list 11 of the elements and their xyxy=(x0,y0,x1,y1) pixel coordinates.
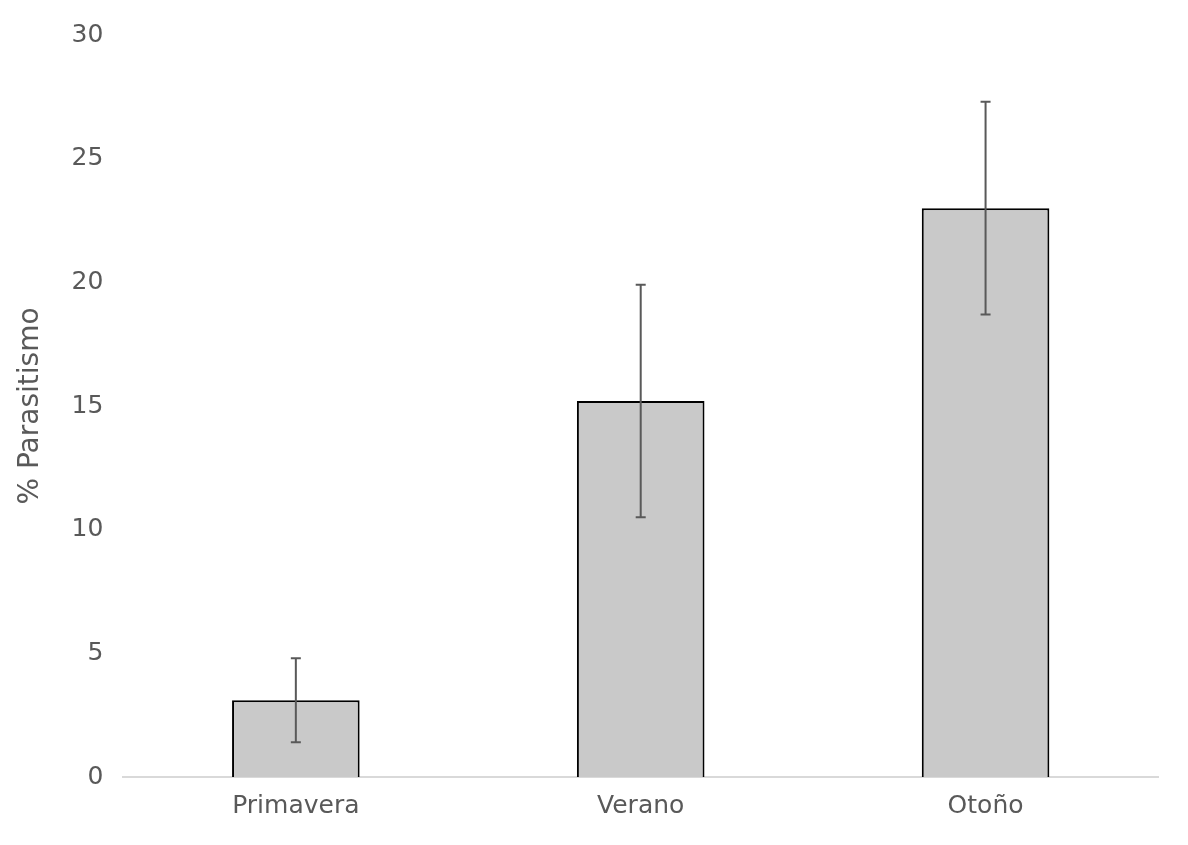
y-tick-label: 25 xyxy=(71,142,104,172)
x-tick-label: Primavera xyxy=(232,789,360,819)
y-tick-label: 0 xyxy=(87,760,104,790)
y-tick-label: 20 xyxy=(71,265,104,295)
y-tick-label: 5 xyxy=(87,636,104,666)
y-axis-title: % Parasitismo xyxy=(12,307,46,505)
x-tick-label: Verano xyxy=(597,789,685,819)
y-tick-label: 30 xyxy=(71,18,104,48)
x-tick-label: Otoño xyxy=(947,789,1024,819)
y-tick-label: 10 xyxy=(71,513,104,543)
y-tick-label: 15 xyxy=(71,389,104,419)
